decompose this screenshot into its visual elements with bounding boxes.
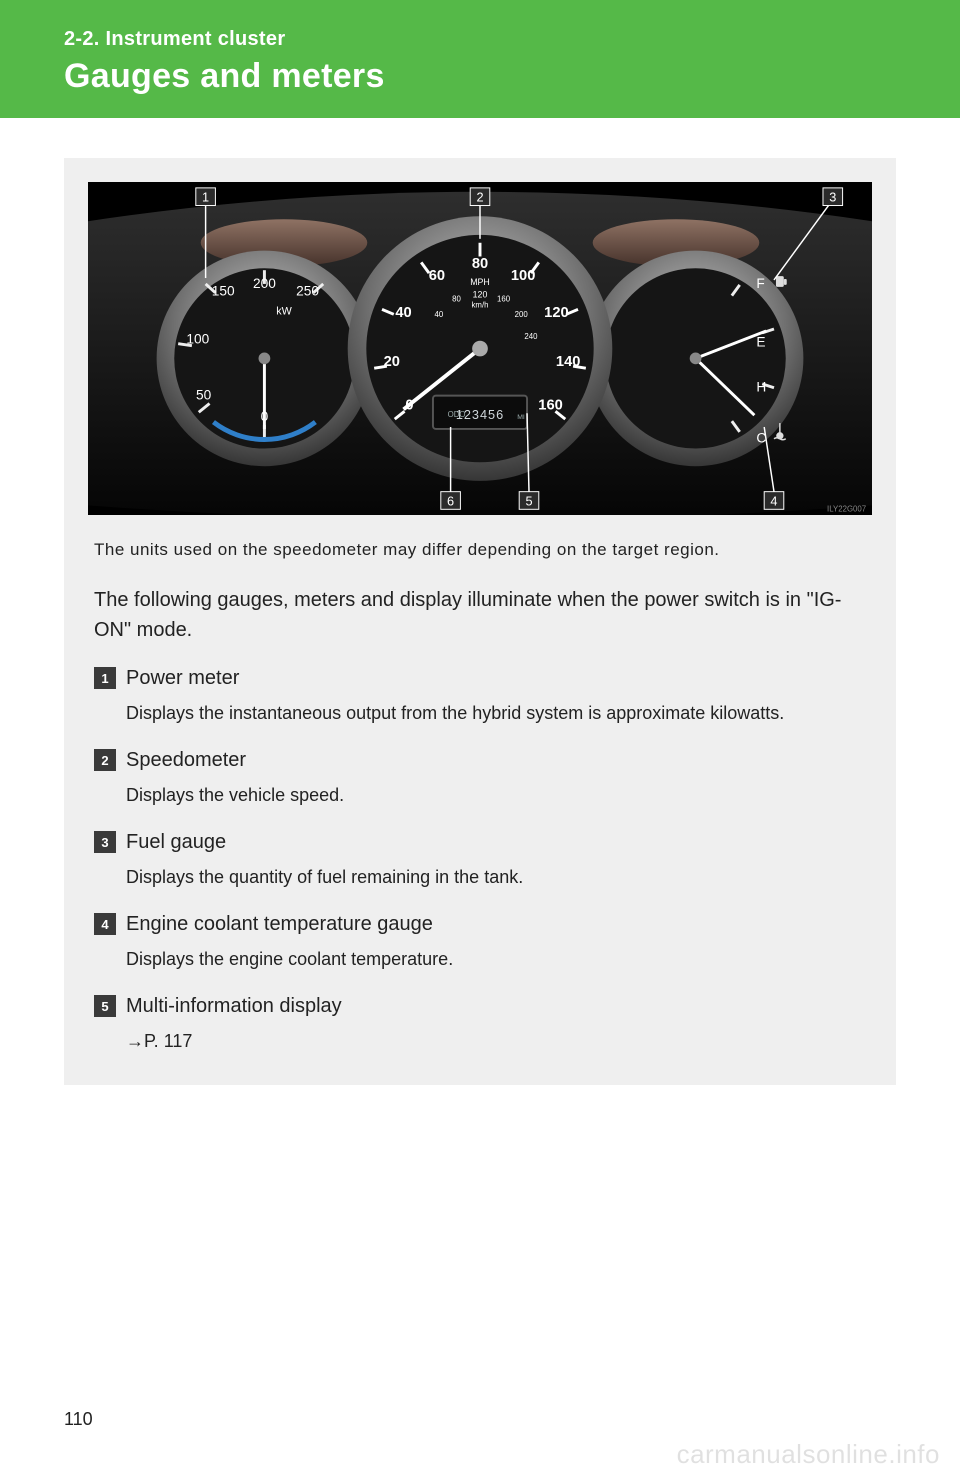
item-desc: Displays the instantaneous output from t… [126, 700, 866, 727]
svg-text:80: 80 [452, 295, 461, 304]
page-header: 2-2. Instrument cluster Gauges and meter… [0, 0, 960, 118]
svg-text:250: 250 [296, 284, 319, 299]
svg-text:120: 120 [544, 305, 569, 321]
svg-text:50: 50 [196, 388, 212, 403]
page-title: Gauges and meters [64, 57, 896, 96]
figure-note: The units used on the speedometer may di… [94, 537, 866, 563]
item-badge: 4 [94, 913, 116, 935]
svg-text:200: 200 [253, 276, 276, 291]
item-5: 5 Multi-information display →P. 117 [94, 995, 866, 1055]
svg-text:120: 120 [473, 290, 488, 300]
svg-text:1: 1 [202, 190, 209, 205]
svg-text:160: 160 [497, 295, 511, 304]
content-panel: 0 50 100 150 200 250 kW F E H C [64, 158, 896, 1085]
svg-text:MI: MI [517, 414, 525, 421]
svg-text:200: 200 [515, 310, 529, 319]
svg-text:6: 6 [447, 493, 454, 508]
item-desc: Displays the vehicle speed. [126, 782, 866, 809]
item-badge: 1 [94, 667, 116, 689]
svg-text:kW: kW [276, 305, 292, 317]
svg-text:40: 40 [434, 310, 443, 319]
item-title: Power meter [126, 667, 239, 690]
svg-text:H: H [756, 380, 766, 395]
item-desc: Displays the engine coolant temperature. [126, 946, 866, 973]
svg-text:MPH: MPH [470, 277, 490, 287]
svg-text:100: 100 [186, 332, 209, 347]
item-badge: 5 [94, 995, 116, 1017]
svg-text:5: 5 [525, 493, 532, 508]
item-3: 3 Fuel gauge Displays the quantity of fu… [94, 831, 866, 891]
svg-text:140: 140 [556, 354, 581, 370]
intro-text: The following gauges, meters and display… [94, 585, 866, 645]
item-badge: 2 [94, 749, 116, 771]
svg-text:4: 4 [770, 493, 777, 508]
section-label: 2-2. Instrument cluster [64, 28, 896, 51]
svg-text:E: E [756, 335, 765, 350]
svg-text:60: 60 [429, 268, 445, 284]
page-number: 110 [64, 1409, 93, 1430]
item-desc: →P. 117 [126, 1028, 866, 1055]
svg-text:240: 240 [524, 332, 538, 341]
svg-text:150: 150 [212, 284, 235, 299]
svg-text:40: 40 [395, 305, 411, 321]
svg-text:20: 20 [384, 354, 400, 370]
item-title: Multi-information display [126, 995, 342, 1018]
svg-text:123456: 123456 [456, 407, 504, 422]
watermark: carmanualsonline.info [677, 1439, 940, 1470]
item-desc: Displays the quantity of fuel remaining … [126, 864, 866, 891]
item-1: 1 Power meter Displays the instantaneous… [94, 667, 866, 727]
svg-text:100: 100 [511, 268, 536, 284]
item-badge: 3 [94, 831, 116, 853]
item-title: Engine coolant temperature gauge [126, 913, 433, 936]
item-4: 4 Engine coolant temperature gauge Displ… [94, 913, 866, 973]
svg-text:km/h: km/h [472, 300, 489, 309]
svg-text:3: 3 [829, 190, 836, 205]
figure-source-id: ILY22G007 [827, 504, 866, 513]
item-2: 2 Speedometer Displays the vehicle speed… [94, 749, 866, 809]
item-title: Speedometer [126, 749, 246, 772]
svg-text:F: F [756, 276, 764, 291]
svg-text:80: 80 [472, 256, 488, 272]
instrument-cluster-figure: 0 50 100 150 200 250 kW F E H C [88, 182, 872, 515]
svg-text:2: 2 [476, 190, 483, 205]
item-title: Fuel gauge [126, 831, 226, 854]
svg-text:160: 160 [538, 397, 563, 413]
